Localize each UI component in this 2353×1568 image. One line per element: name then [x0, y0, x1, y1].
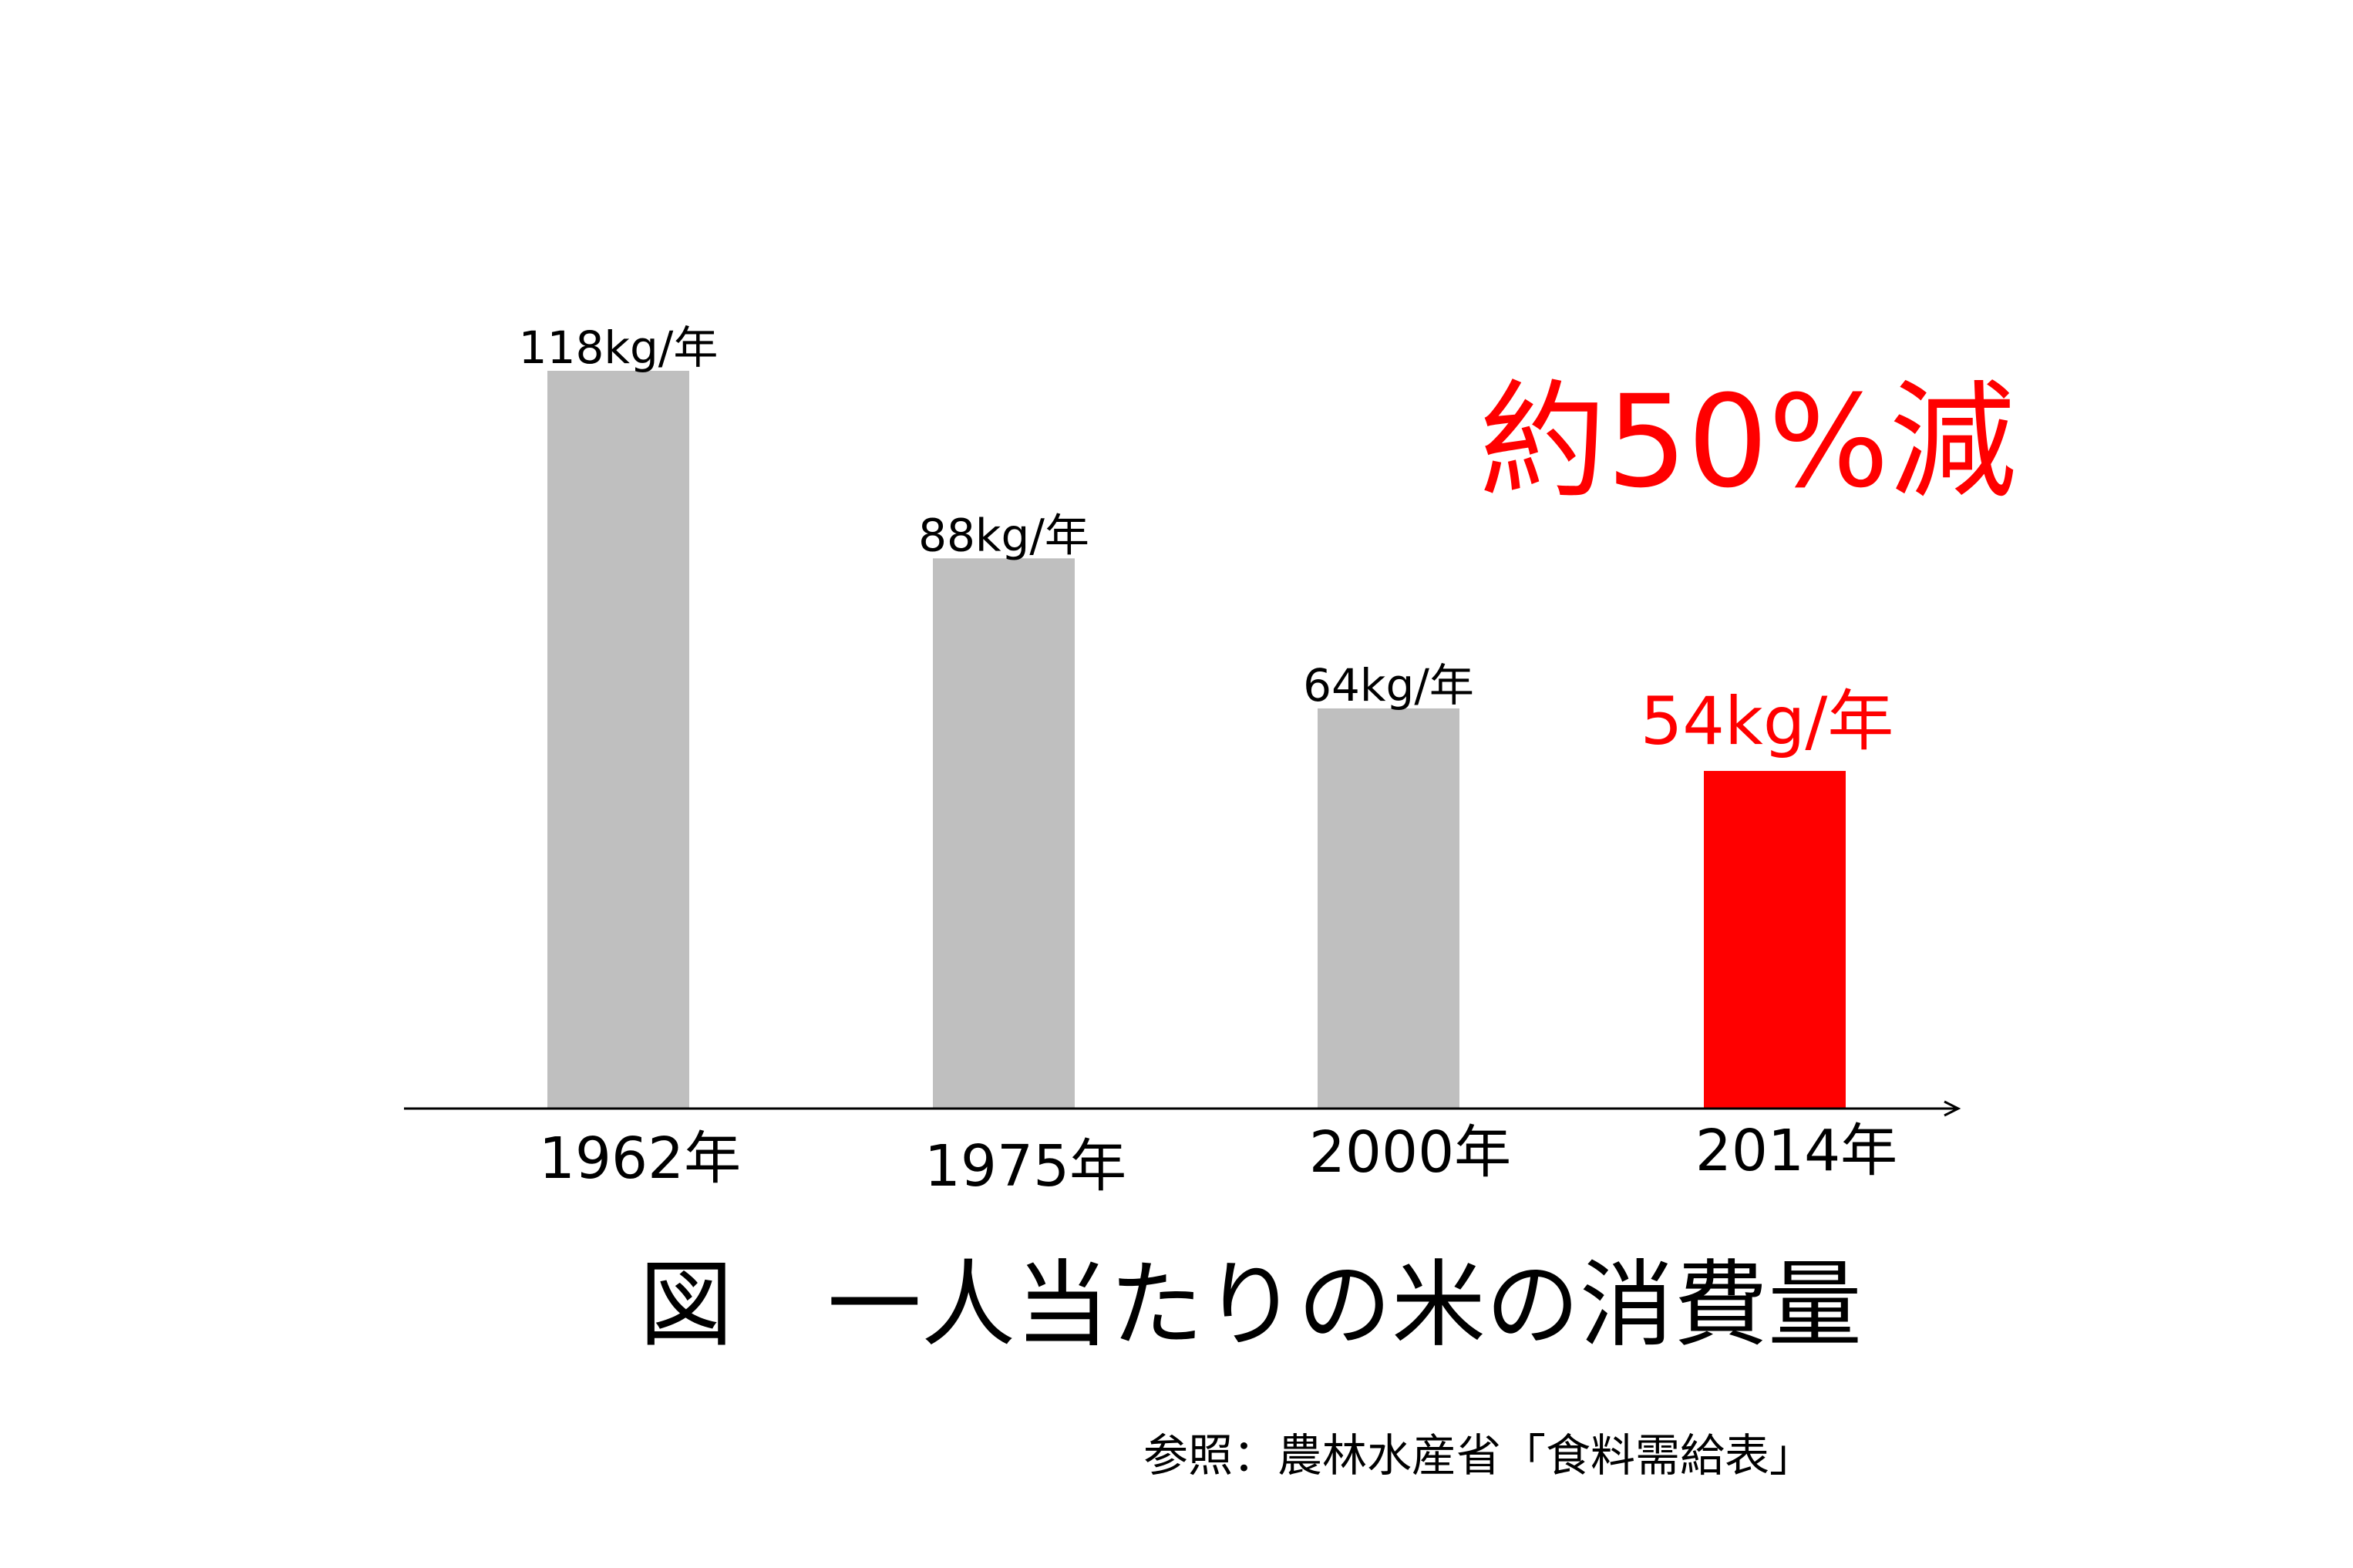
value-labels-group: 118kg/年 88kg/年 64kg/年 54kg/年: [519, 321, 1894, 760]
x-tick-label-0: 1962年: [539, 1126, 741, 1192]
chart-title: 図 一人当たりの米の消費量: [639, 1250, 1862, 1360]
x-tick-label-1: 1975年: [924, 1133, 1126, 1200]
bars-group: [547, 371, 1846, 1109]
source-note: 参照：農林水産省「食料需給表」: [1143, 1429, 1814, 1482]
bar-value-label-1: 88kg/年: [918, 509, 1089, 561]
x-tick-label-3: 2014年: [1695, 1118, 1897, 1184]
reduction-annotation: 約50%減: [1479, 368, 2017, 516]
x-axis-arrow-icon: [1944, 1100, 1961, 1117]
bar-value-label-0: 118kg/年: [519, 321, 719, 374]
bar-value-label-2: 64kg/年: [1303, 659, 1474, 712]
x-tick-label-2: 2000年: [1309, 1119, 1511, 1186]
bar-2: [1318, 708, 1459, 1109]
bar-3: [1704, 771, 1846, 1109]
bar-1: [933, 558, 1075, 1109]
bar-value-label-3: 54kg/年: [1641, 683, 1894, 760]
x-tick-labels-group: 1962年 1975年 2000年 2014年: [539, 1118, 1897, 1200]
x-axis: [404, 1100, 1961, 1117]
bar-0: [547, 371, 689, 1109]
